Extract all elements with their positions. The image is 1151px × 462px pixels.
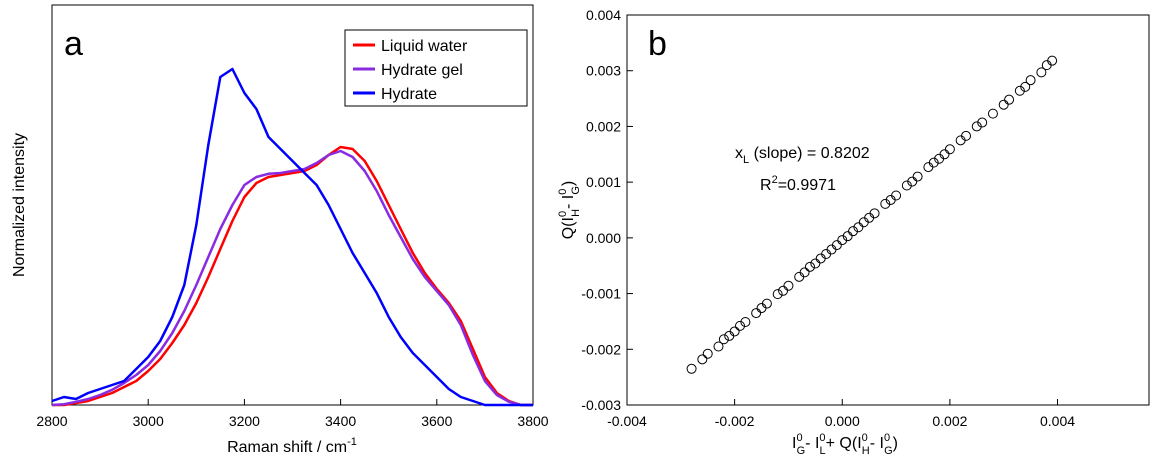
y-axis-label: Q(I0H- I0G) xyxy=(557,181,582,240)
x-axis-label: I0 G- I0 L+ Q(I0 H- I0 G) xyxy=(792,432,898,457)
y-tick-label: -0.002 xyxy=(581,341,621,357)
y-tick-label: -0.001 xyxy=(581,286,621,302)
legend-label: Liquid water xyxy=(381,38,468,55)
point xyxy=(1036,67,1047,78)
point xyxy=(901,180,912,191)
point xyxy=(783,280,794,291)
y-tick-label: 0.004 xyxy=(586,7,621,23)
point xyxy=(804,261,815,272)
point xyxy=(880,198,891,209)
point xyxy=(751,308,762,319)
point xyxy=(912,171,923,182)
point xyxy=(1004,94,1015,105)
panel-label: b xyxy=(648,25,667,63)
line xyxy=(52,145,533,407)
point xyxy=(848,226,859,237)
point xyxy=(998,99,1009,110)
legend xyxy=(344,29,528,107)
point xyxy=(718,334,729,345)
y-tick-label: 0.002 xyxy=(586,118,621,134)
x-tick-label: -0.002 xyxy=(715,413,755,429)
point xyxy=(713,341,724,352)
point xyxy=(686,363,697,374)
point xyxy=(1014,85,1025,96)
frame-b xyxy=(626,14,1150,406)
point xyxy=(740,316,751,327)
point xyxy=(907,176,918,187)
point xyxy=(939,149,950,160)
point xyxy=(987,108,998,119)
point xyxy=(761,298,772,309)
legend-label: Hydrate gel xyxy=(381,62,463,79)
y-tick-label: 0.003 xyxy=(586,63,621,79)
point xyxy=(729,326,740,337)
annotation: xL (slope) = 0.8202 xyxy=(735,145,870,166)
point xyxy=(702,348,713,359)
x-tick-label: 3800 xyxy=(517,413,548,429)
point xyxy=(810,258,821,269)
x-tick-label: 2800 xyxy=(36,413,67,429)
x-tick-label: 3400 xyxy=(325,413,356,429)
point xyxy=(891,190,902,201)
point xyxy=(869,208,880,219)
point xyxy=(1047,55,1058,66)
point xyxy=(735,320,746,331)
y-axis-label: Normalized intensity xyxy=(11,133,28,277)
point xyxy=(837,235,848,246)
line xyxy=(51,67,533,407)
point xyxy=(697,354,708,365)
point xyxy=(799,267,810,278)
x-tick-label: 0.000 xyxy=(825,413,860,429)
x-axis-label: Raman shift / cm-1 xyxy=(227,436,357,456)
panel-label: a xyxy=(64,25,83,63)
point xyxy=(971,121,982,132)
frame-a xyxy=(51,4,534,406)
point xyxy=(928,157,939,168)
point xyxy=(853,222,864,233)
point xyxy=(842,231,853,242)
y-tick-label: -0.003 xyxy=(581,397,621,413)
x-tick-label: 0.002 xyxy=(932,413,967,429)
point xyxy=(772,289,783,300)
point xyxy=(1020,81,1031,92)
x-tick-label: 3000 xyxy=(133,413,164,429)
point xyxy=(778,285,789,296)
line xyxy=(51,149,533,407)
y-tick-label: 0.001 xyxy=(586,174,621,190)
point xyxy=(977,117,988,128)
annotation: R2=0.9971 xyxy=(760,174,836,194)
x-tick-label: 3200 xyxy=(229,413,260,429)
point xyxy=(831,240,842,251)
point xyxy=(1025,75,1036,86)
legend-label: Hydrate xyxy=(381,86,437,103)
point xyxy=(944,144,955,155)
x-tick-label: 0.004 xyxy=(1040,413,1075,429)
x-tick-label: -0.004 xyxy=(607,413,647,429)
y-tick-label: 0.000 xyxy=(586,230,621,246)
point xyxy=(961,130,972,141)
x-tick-label: 3600 xyxy=(421,413,452,429)
